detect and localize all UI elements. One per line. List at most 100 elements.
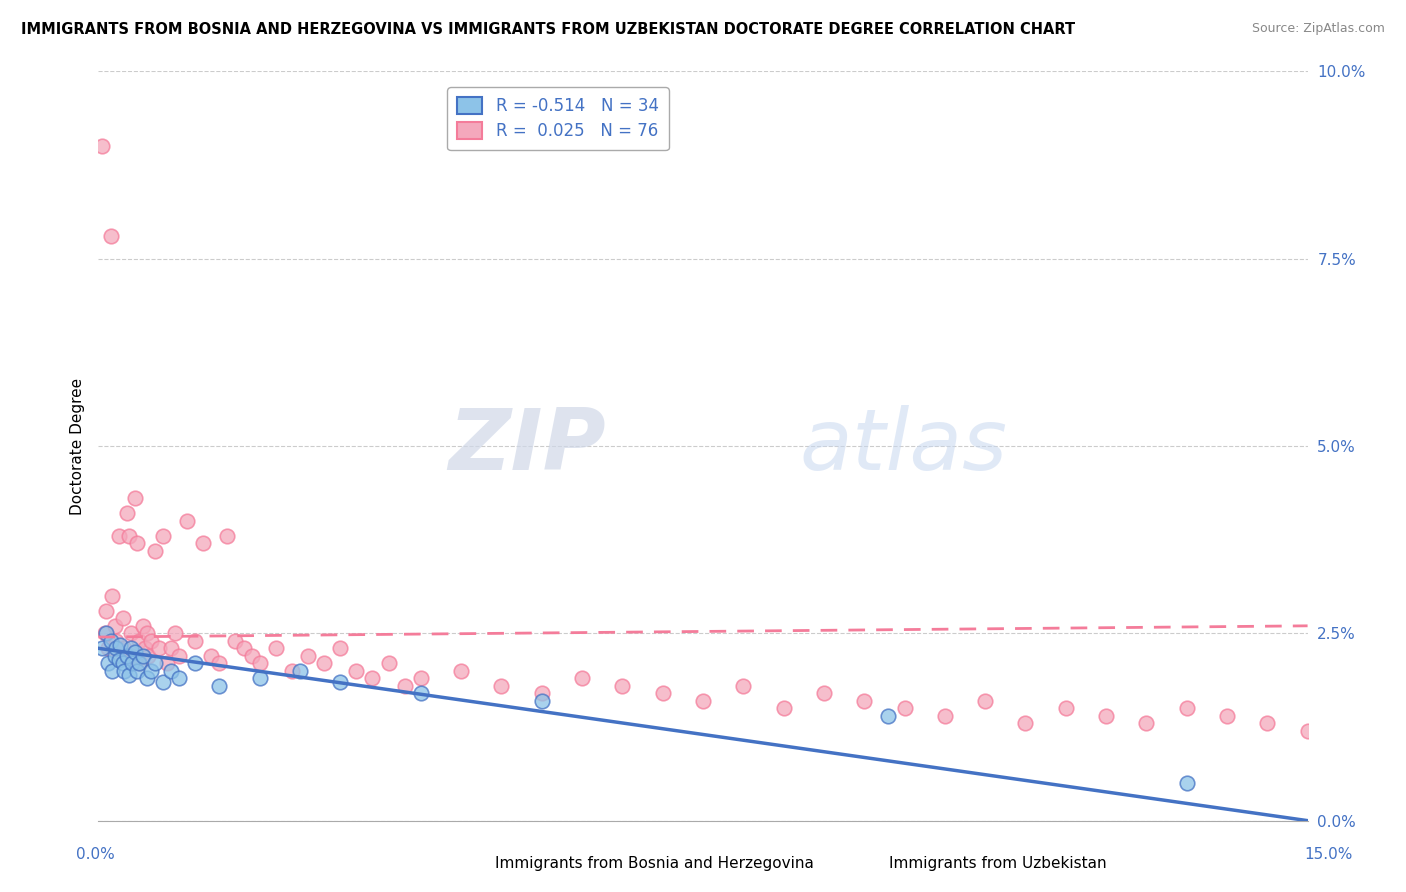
Point	[107, 652, 129, 666]
Point	[135, 626, 157, 640]
Point	[132, 648, 155, 663]
Point	[281, 664, 304, 678]
Point	[934, 708, 956, 723]
Point	[96, 626, 118, 640]
Point	[107, 529, 129, 543]
Text: Immigrants from Bosnia and Herzegovina: Immigrants from Bosnia and Herzegovina	[495, 856, 814, 871]
Point	[314, 657, 336, 671]
Point	[163, 626, 186, 640]
Point	[571, 671, 593, 685]
Point	[134, 641, 156, 656]
Y-axis label: Doctorate Degree: Doctorate Degree	[69, 377, 84, 515]
Point	[1135, 716, 1157, 731]
Point	[132, 619, 155, 633]
Point	[208, 679, 231, 693]
Text: 0.0%: 0.0%	[76, 847, 115, 862]
Point	[100, 633, 122, 648]
Point	[733, 679, 755, 693]
Point	[152, 675, 174, 690]
Text: atlas: atlas	[800, 404, 1008, 488]
Point	[103, 648, 125, 663]
Point	[129, 657, 152, 671]
Text: ZIP: ZIP	[449, 404, 606, 488]
Point	[148, 641, 170, 656]
Point	[877, 708, 900, 723]
Point	[1175, 776, 1198, 790]
Point	[139, 664, 162, 678]
Point	[103, 619, 125, 633]
Point	[530, 686, 553, 700]
Point	[344, 664, 367, 678]
Point	[100, 229, 122, 244]
Point	[224, 633, 246, 648]
Point	[409, 686, 432, 700]
Point	[105, 641, 128, 656]
Point	[101, 589, 124, 603]
Point	[377, 657, 399, 671]
Point	[200, 648, 222, 663]
Point	[96, 604, 118, 618]
Point	[101, 664, 124, 678]
Point	[208, 657, 231, 671]
Point	[128, 633, 150, 648]
Point	[409, 671, 432, 685]
Point	[249, 657, 271, 671]
Point	[152, 529, 174, 543]
Point	[121, 657, 143, 671]
Point	[120, 641, 142, 656]
Point	[1216, 708, 1239, 723]
Point	[120, 626, 142, 640]
Point	[160, 664, 183, 678]
Point	[91, 641, 114, 656]
Point	[1014, 716, 1036, 731]
Point	[167, 671, 190, 685]
Point	[240, 648, 263, 663]
Text: IMMIGRANTS FROM BOSNIA AND HERZEGOVINA VS IMMIGRANTS FROM UZBEKISTAN DOCTORATE D: IMMIGRANTS FROM BOSNIA AND HERZEGOVINA V…	[21, 22, 1076, 37]
Point	[135, 671, 157, 685]
Point	[772, 701, 794, 715]
Text: 15.0%: 15.0%	[1305, 847, 1353, 862]
Point	[1296, 723, 1319, 738]
Point	[112, 641, 135, 656]
Point	[97, 641, 120, 656]
Point	[118, 529, 141, 543]
Point	[232, 641, 254, 656]
Point	[138, 648, 160, 663]
Point	[974, 694, 997, 708]
Point	[651, 686, 673, 700]
Text: Source: ZipAtlas.com: Source: ZipAtlas.com	[1251, 22, 1385, 36]
Point	[1256, 716, 1278, 731]
Point	[853, 694, 876, 708]
Point	[692, 694, 714, 708]
Point	[329, 641, 352, 656]
Point	[288, 664, 311, 678]
Point	[160, 641, 183, 656]
Point	[1175, 701, 1198, 715]
Point	[184, 633, 207, 648]
Point	[143, 544, 166, 558]
Point	[105, 633, 128, 648]
Point	[127, 536, 149, 550]
Point	[108, 648, 131, 663]
Point	[184, 657, 207, 671]
Point	[249, 671, 271, 685]
Point	[111, 657, 134, 671]
Point	[530, 694, 553, 708]
Point	[1054, 701, 1077, 715]
Point	[112, 664, 135, 678]
Point	[176, 514, 198, 528]
Point	[193, 536, 215, 550]
Point	[450, 664, 472, 678]
Point	[139, 633, 162, 648]
Point	[121, 648, 143, 663]
Point	[111, 611, 134, 625]
Point	[1337, 708, 1360, 723]
Point	[394, 679, 416, 693]
Point	[118, 667, 141, 681]
Point	[108, 638, 131, 652]
Point	[97, 657, 120, 671]
Point	[297, 648, 319, 663]
Point	[115, 648, 138, 663]
Point	[124, 645, 146, 659]
Point	[167, 648, 190, 663]
